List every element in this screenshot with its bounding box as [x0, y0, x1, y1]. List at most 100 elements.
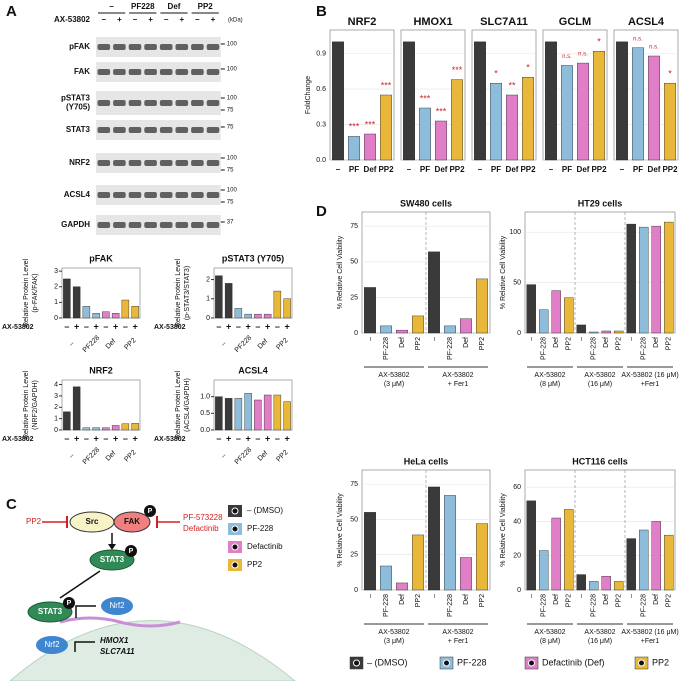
node-label: Src [86, 517, 99, 526]
group-label: (3 μM) [384, 638, 404, 645]
blot-band [191, 222, 204, 228]
group-label: PF228 [82, 334, 102, 354]
y-axis-title: (NRF2/GAPDH) [32, 380, 39, 430]
bar [460, 318, 472, 334]
y-tick-label: 75 [350, 481, 358, 488]
x-tick-label: PF-228 [641, 337, 648, 360]
chart-title: pSTAT3 (Y705) [222, 253, 284, 263]
blot-group-label: Def [168, 2, 181, 11]
bar [380, 325, 392, 334]
arrow-head [108, 544, 116, 550]
group-label: Def [257, 450, 270, 463]
x-sign: – [255, 433, 260, 443]
chart-title: ACSL4 [238, 365, 268, 375]
y-axis-title: % Relative Cell Viability [337, 235, 344, 309]
group-label: AX-53802 [378, 372, 409, 379]
chart-title: pFAK [89, 253, 113, 263]
bar [215, 396, 223, 431]
blot-strip [96, 185, 221, 205]
bar [539, 550, 549, 591]
y-tick-label: 60 [513, 484, 521, 491]
blot-band [206, 69, 220, 75]
blot-band [144, 44, 157, 50]
y-tick-label: 0 [517, 330, 521, 337]
bar [614, 330, 624, 334]
y-tick-label: 0.0 [316, 157, 326, 164]
blot-row-label: STAT3 [66, 125, 91, 134]
x-row-label: AX-53802 [154, 436, 186, 443]
significance: * [668, 69, 672, 79]
arrow [74, 641, 95, 652]
y-tick-label: 0.6 [316, 86, 326, 93]
x-sign: + [226, 321, 231, 331]
bar [364, 287, 376, 334]
significance: n.s. [649, 45, 659, 51]
x-tick-label: PF-228 [541, 594, 548, 617]
x-sign: – [275, 321, 280, 331]
inhibitor-label: PP2 [26, 517, 42, 526]
blot-row-label: pSTAT3 [61, 94, 91, 103]
x-sign: – [236, 321, 241, 331]
y-tick-label: 1.0 [200, 394, 210, 401]
x-tick-label: Def [553, 594, 560, 605]
blot-band [206, 127, 220, 133]
bar [616, 41, 628, 161]
bar [131, 422, 139, 431]
x-tick-label: PP2 [616, 337, 623, 350]
pathway-diagram: PP2 Src FAK P PF-573228 Defactinib STAT3… [9, 505, 296, 681]
blot-band [113, 160, 126, 166]
x-tick-label: Def [648, 165, 661, 174]
group-label: – [220, 452, 228, 460]
blot-sign: + [179, 15, 184, 24]
x-tick-label: – [407, 165, 412, 174]
bar [539, 309, 549, 334]
x-tick-label: PF [633, 165, 643, 174]
blot-sign: – [102, 15, 107, 24]
blot-band [113, 44, 126, 50]
bar [63, 411, 71, 431]
group-label: – [68, 340, 76, 348]
x-tick-label: PF [562, 165, 572, 174]
y-tick-label: 3 [54, 393, 58, 400]
bar [412, 534, 424, 591]
y-tick-label: 1 [54, 415, 58, 422]
x-tick-label: PP2 [479, 594, 486, 607]
bar [283, 401, 291, 431]
x-tick-label: PP2 [591, 165, 607, 174]
x-tick-label: Def [463, 337, 470, 348]
x-sign: + [113, 321, 118, 331]
blot-band [113, 100, 126, 106]
legend-label: Defactinib [247, 542, 283, 551]
group-label: (8 μM) [540, 381, 560, 388]
group-label: AX-53802 [442, 372, 473, 379]
blot-sign: – [195, 15, 200, 24]
blot-sign: + [148, 15, 153, 24]
bar [224, 283, 233, 319]
group-label: AX-53802 (16 μM) [621, 629, 678, 636]
kda-marker: 100 [227, 67, 238, 73]
chart-title: HT29 cells [578, 198, 623, 208]
y-tick-label: 20 [513, 553, 521, 560]
chart-title: ACSL4 [628, 16, 665, 28]
blot-band [175, 222, 189, 228]
chart-title: SW480 cells [400, 198, 452, 208]
significance: *** [452, 65, 463, 75]
bar [490, 82, 502, 161]
fak-node [113, 511, 151, 533]
y-tick-label: 2 [54, 284, 58, 291]
bar [648, 55, 660, 161]
y-tick-label: 4 [54, 381, 58, 388]
group-label: Def [105, 450, 118, 463]
y-tick-label: 2 [54, 404, 58, 411]
blot-unit: (kDa) [228, 18, 243, 24]
blot-band [97, 69, 111, 75]
bar [576, 324, 586, 334]
x-tick-label: – [431, 337, 438, 341]
chart-title: HeLa cells [404, 456, 449, 466]
bar [244, 313, 252, 319]
blot-sign: + [211, 15, 216, 24]
blot-band [128, 222, 142, 228]
bar [651, 225, 661, 334]
x-tick-label: Def [603, 594, 610, 605]
